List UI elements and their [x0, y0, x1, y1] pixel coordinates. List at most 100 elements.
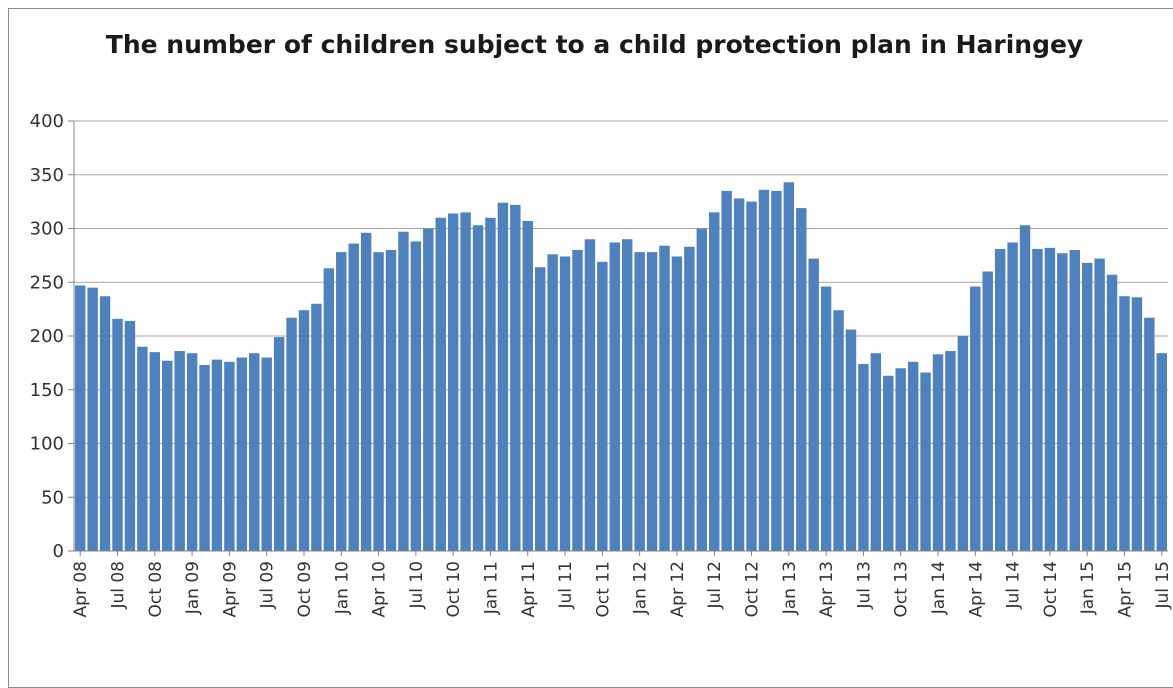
- bar: [385, 250, 397, 551]
- bar: [746, 201, 757, 552]
- bar: [1094, 258, 1105, 551]
- bar: [1007, 242, 1018, 551]
- bar: [957, 336, 969, 551]
- x-tick-label: Oct 14: [1041, 561, 1061, 617]
- x-tick-label: Apr 11: [519, 561, 539, 617]
- bar: [783, 182, 795, 551]
- bar: [1106, 274, 1118, 551]
- bar: [298, 310, 310, 551]
- bar: [684, 246, 695, 551]
- y-tick-label: 400: [30, 111, 64, 132]
- x-tick-label: Jan 11: [481, 561, 501, 615]
- x-tick-label: Oct 11: [593, 561, 613, 617]
- bar: [621, 239, 633, 551]
- y-tick-label: 300: [30, 219, 64, 240]
- bar: [360, 232, 372, 552]
- x-tick-label: Apr 15: [1115, 561, 1135, 617]
- bar: [1069, 250, 1080, 551]
- x-tick-label: Jul 12: [705, 561, 725, 610]
- x-tick-label: Apr 08: [71, 561, 91, 617]
- bar: [112, 318, 123, 551]
- bar: [1032, 248, 1043, 551]
- bar: [398, 231, 409, 551]
- x-tick-label: Jan 10: [332, 561, 352, 615]
- x-tick-label: Apr 13: [817, 561, 837, 617]
- bar: [199, 365, 210, 551]
- bar: [1019, 225, 1031, 551]
- x-tick-label: Oct 13: [892, 561, 912, 617]
- bars: [74, 182, 1167, 552]
- x-tick-label: Jul 08: [109, 561, 129, 610]
- x-tick-label: Apr 14: [966, 561, 986, 617]
- bar: [522, 220, 533, 552]
- x-tick-label: Jan 13: [780, 561, 800, 615]
- bar: [423, 228, 434, 551]
- y-tick-label: 250: [30, 272, 64, 293]
- y-tick-label: 100: [30, 434, 64, 455]
- bar: [709, 212, 720, 552]
- bar: [572, 250, 583, 551]
- bar: [510, 204, 521, 551]
- bar: [273, 337, 285, 551]
- x-tick-label: Oct 12: [743, 561, 763, 617]
- x-tick-label: Jul 10: [407, 561, 427, 610]
- x-tick-label: Jul 11: [556, 561, 576, 610]
- bar: [224, 361, 235, 551]
- bar: [236, 357, 248, 551]
- bar: [348, 243, 359, 552]
- bar: [721, 190, 732, 552]
- bar: [534, 267, 546, 551]
- bar: [149, 352, 161, 552]
- bar: [1131, 297, 1143, 551]
- bar: [249, 353, 260, 551]
- bar: [286, 317, 297, 551]
- bar: [1044, 247, 1056, 551]
- x-tick-label: Jan 09: [183, 561, 203, 615]
- bar: [460, 212, 471, 552]
- bar: [1119, 296, 1130, 551]
- bar: [858, 363, 869, 551]
- bar: [261, 357, 272, 551]
- y-tick-label: 200: [30, 326, 64, 347]
- bar: [597, 261, 608, 551]
- bar: [758, 189, 770, 552]
- bar: [485, 217, 496, 551]
- bar: [932, 354, 944, 551]
- x-tick-label: Jul 09: [258, 561, 278, 610]
- bar: [559, 256, 571, 551]
- bar: [1144, 317, 1155, 551]
- bar: [994, 248, 1006, 551]
- bar: [410, 241, 422, 551]
- bar: [336, 252, 347, 551]
- x-tick-label: Apr 12: [668, 561, 688, 617]
- bar: [87, 287, 98, 552]
- bar: [796, 208, 807, 551]
- bar: [771, 190, 782, 552]
- bar: [323, 268, 335, 551]
- bar: [174, 351, 185, 551]
- bar: [970, 286, 981, 551]
- bar: [883, 375, 894, 551]
- bar: [447, 213, 459, 551]
- bar: [99, 296, 111, 551]
- bar: [833, 310, 844, 551]
- x-tick-label: Apr 09: [220, 561, 240, 617]
- bar: [547, 254, 558, 552]
- x-tick-label: Oct 10: [444, 561, 464, 617]
- bar: [74, 285, 86, 551]
- x-tick-label: Apr 10: [370, 561, 390, 617]
- x-tick-label: Jul 15: [1153, 561, 1173, 610]
- y-tick-label: 0: [53, 541, 64, 562]
- bar: [808, 258, 819, 551]
- bar: [920, 372, 931, 551]
- x-tick-label: Jan 14: [929, 561, 949, 615]
- x-tick-label: Jan 15: [1078, 561, 1098, 615]
- bar: [311, 303, 322, 551]
- bar: [186, 353, 198, 551]
- y-axis-ticks: 0 50 100 150 200 250 300 350 400: [30, 111, 64, 562]
- bar: [671, 256, 683, 551]
- bar: [124, 320, 136, 551]
- x-tick-label: Oct 08: [146, 561, 166, 617]
- bar: [1156, 353, 1167, 551]
- chart-title: The number of children subject to a chil…: [105, 30, 1084, 59]
